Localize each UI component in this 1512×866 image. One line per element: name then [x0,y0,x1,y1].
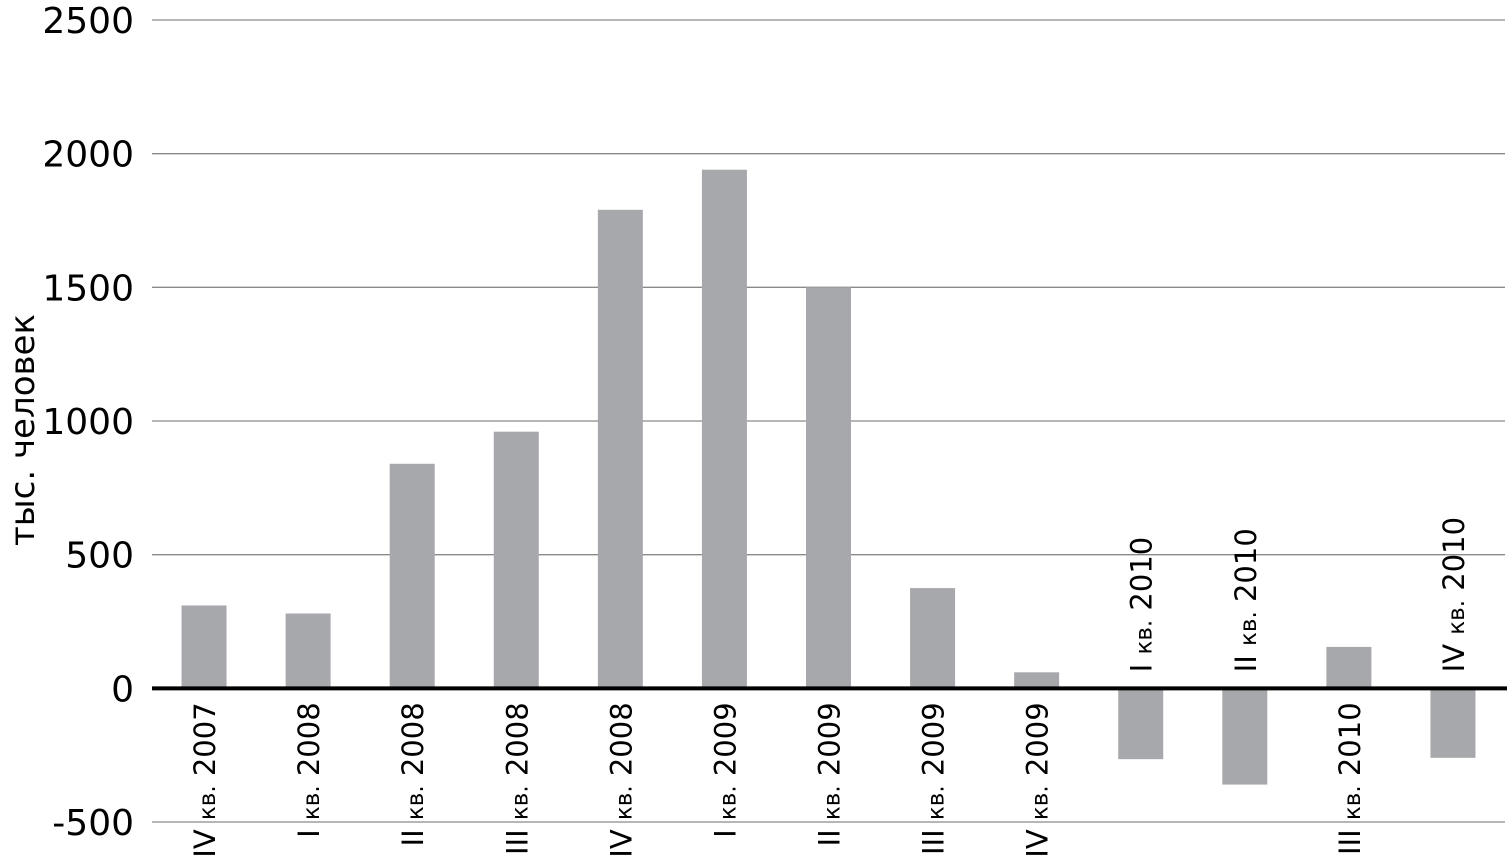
year: 2009 [917,702,951,785]
bar [1014,672,1060,689]
year: 2008 [396,702,430,785]
year: 2008 [292,702,326,785]
x-tick-label: IV кв. 2010 [1437,517,1471,672]
year: 2010 [1437,517,1471,600]
quarter-abbrev: кв. [195,785,221,820]
x-tick-label: I кв. 2008 [292,702,326,838]
quarter-numeral: II [396,820,430,846]
year: 2010 [1125,537,1159,620]
year: 2009 [813,702,847,785]
quarter-abbrev: кв. [820,785,846,820]
quarter-numeral: IV [1437,635,1471,673]
quarter-abbrev: кв. [1236,611,1262,646]
x-tick-label: II кв. 2010 [1229,528,1263,672]
x-tick-label: IV кв. 2009 [1021,702,1055,857]
bar [701,169,747,689]
quarter-numeral: III [917,820,951,855]
bar [1222,688,1268,785]
y-axis-title: тыс. человек [3,314,43,546]
bar [806,287,851,689]
quarter-abbrev: кв. [1132,620,1158,655]
quarter-numeral: I [1125,655,1159,673]
bar [1118,688,1164,760]
quarter-numeral: I [708,820,742,838]
quarter-abbrev: кв. [1340,785,1366,820]
x-tick-label: III кв. 2008 [500,702,534,855]
quarter-abbrev: кв. [299,785,325,820]
year: 2009 [1021,702,1055,785]
x-tick-label: II кв. 2008 [396,702,430,846]
bar [389,463,435,689]
quarter-numeral: IV [188,820,222,858]
x-tick-label: I кв. 2010 [1125,537,1159,673]
y-axis-ticks: -500 0 500 1000 1500 2000 2500 [42,1,134,844]
y-tick-label: 2000 [42,135,134,176]
quarter-abbrev: кв. [1444,600,1470,635]
y-tick-label: 2500 [42,1,134,42]
x-tick-label: III кв. 2009 [917,702,951,855]
quarter-abbrev: кв. [507,785,533,820]
bar [1430,688,1476,758]
year: 2007 [188,702,222,785]
quarter-numeral: II [813,820,847,846]
x-tick-label: IV кв. 2007 [188,702,222,857]
y-tick-label: 500 [65,536,134,577]
quarter-abbrev: кв. [1028,785,1054,820]
year: 2008 [500,702,534,785]
y-tick-label: -500 [52,803,134,844]
bar [910,588,956,689]
year: 2009 [708,702,742,785]
bar [285,613,331,689]
quarter-numeral: IV [1021,820,1055,858]
quarter-abbrev: кв. [611,785,637,820]
y-tick-label: 0 [111,669,134,710]
quarter-numeral: III [1333,820,1367,855]
bar [493,431,539,689]
quarter-numeral: IV [604,820,638,858]
x-tick-label: II кв. 2009 [813,702,847,846]
x-tick-label: IV кв. 2008 [604,702,638,857]
x-tick-label: III кв. 2010 [1333,702,1367,855]
quarter-abbrev: кв. [924,785,950,820]
bars [181,169,1476,785]
bar [181,605,227,689]
year: 2008 [604,702,638,785]
x-tick-label: I кв. 2009 [708,702,742,838]
bar [1326,646,1372,689]
quarter-numeral: II [1229,646,1263,672]
y-tick-label: 1500 [42,268,134,309]
quarter-numeral: III [500,820,534,855]
bar [597,209,643,689]
quarter-abbrev: кв. [403,785,429,820]
year: 2010 [1229,528,1263,611]
quarter-abbrev: кв. [715,785,741,820]
y-tick-label: 1000 [42,402,134,443]
quarter-numeral: I [292,820,326,838]
year: 2010 [1333,702,1367,785]
